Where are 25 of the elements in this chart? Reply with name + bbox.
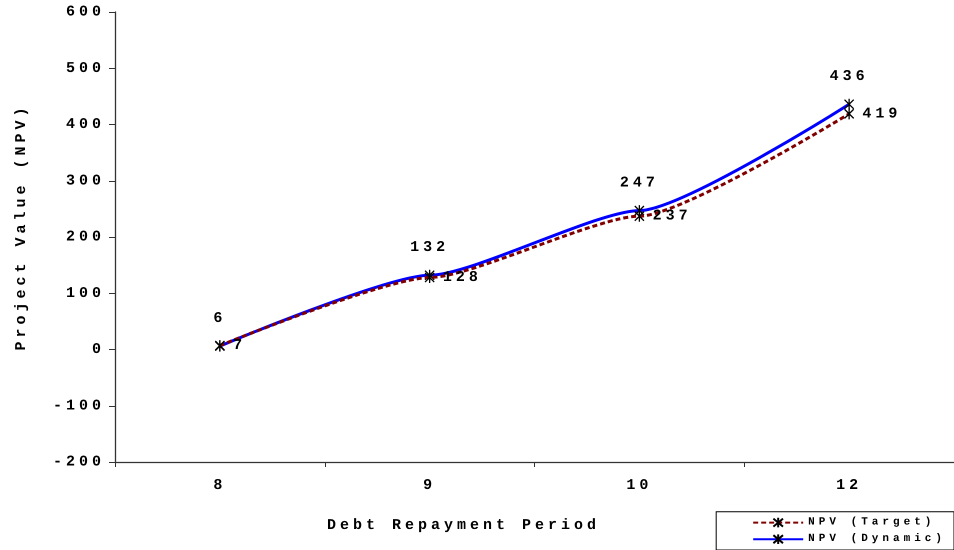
data-label: 247 bbox=[620, 174, 659, 192]
legend-label: NPV (Target) bbox=[808, 516, 936, 529]
y-tick-label: 500 bbox=[66, 60, 105, 77]
data-label: 436 bbox=[830, 68, 869, 86]
data-label: 7 bbox=[233, 337, 246, 354]
y-tick-label: -200 bbox=[52, 454, 105, 470]
data-label: 132 bbox=[410, 239, 450, 256]
y-tick-label: 300 bbox=[66, 172, 105, 190]
data-label: 6 bbox=[213, 310, 226, 327]
legend-label: NPV (Dynamic) bbox=[808, 533, 946, 546]
y-tick-label: 100 bbox=[66, 284, 105, 302]
x-tick-label: 8 bbox=[213, 477, 226, 494]
data-label: 128 bbox=[442, 269, 482, 286]
y-tick-label: 600 bbox=[66, 4, 105, 20]
y-tick-label: 200 bbox=[66, 228, 105, 246]
x-tick-label: 12 bbox=[836, 477, 862, 494]
data-label: 237 bbox=[652, 208, 692, 225]
y-tick-label: 0 bbox=[92, 341, 105, 358]
x-tick-label: 9 bbox=[423, 477, 436, 494]
x-tick-label: 10 bbox=[626, 477, 652, 494]
y-tick-label: 400 bbox=[66, 116, 105, 133]
data-label: 419 bbox=[862, 105, 902, 122]
y-axis-title: Project Value (NPV) bbox=[13, 103, 30, 351]
y-tick-label: -100 bbox=[52, 397, 105, 414]
x-axis-title: Debt Repayment Period bbox=[326, 517, 600, 534]
